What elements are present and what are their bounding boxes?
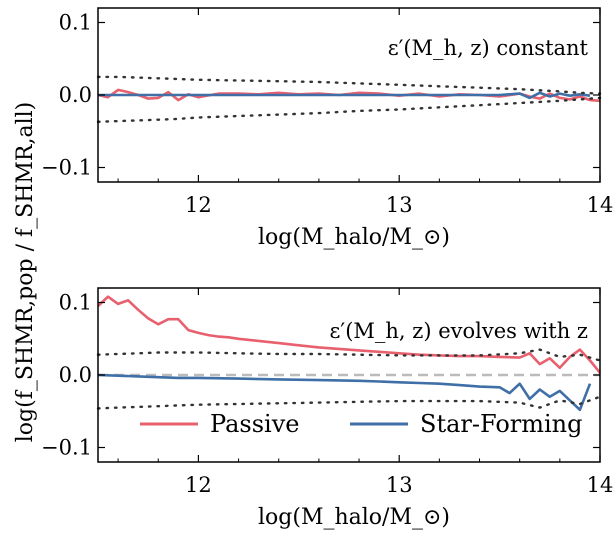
panel-annotation: ε′(M_h, z) constant bbox=[388, 36, 589, 60]
x-tick-label: 13 bbox=[386, 473, 413, 497]
x-tick-label: 12 bbox=[185, 193, 212, 217]
x-tick-label: 12 bbox=[185, 473, 212, 497]
y-tick-label: −0.1 bbox=[41, 156, 92, 180]
y-tick-label: −0.1 bbox=[41, 436, 92, 460]
legend: Passive Star-Forming bbox=[140, 410, 583, 438]
panel-2: 12 13 14 −0.1 0.0 0.1 log(M_halo/M_⊙) ε′(M_h, z… bbox=[41, 287, 614, 530]
series-lower-scatter-line bbox=[96, 395, 602, 410]
panels: 12 13 14 −0.1 0.0 0.1 log(M_halo/M_⊙) ε′(M_h, z… bbox=[41, 7, 614, 530]
legend-label: Passive bbox=[210, 410, 299, 438]
series-star-forming-line bbox=[97, 373, 592, 412]
x-axis-label: log(M_halo/M_⊙) bbox=[258, 225, 450, 250]
x-tick-label: 14 bbox=[587, 193, 614, 217]
series-lower-scatter-line bbox=[96, 96, 602, 124]
legend-label: Star-Forming bbox=[420, 410, 583, 438]
y-tick-label: 0.0 bbox=[59, 83, 92, 107]
series-passive-line bbox=[97, 295, 602, 374]
series-upper-scatter-line bbox=[96, 75, 602, 95]
y-tick-label: 0.0 bbox=[59, 363, 92, 387]
x-tick-label: 13 bbox=[386, 193, 413, 217]
panel-annotation: ε′(M_h, z) evolves with z bbox=[330, 319, 588, 343]
y-axis-label: log(f_SHMR,pop / f_SHMR,all) bbox=[13, 102, 38, 443]
x-axis-label: log(M_halo/M_⊙) bbox=[258, 505, 450, 530]
x-tick-label: 14 bbox=[587, 473, 614, 497]
y-tick-label: 0.1 bbox=[59, 291, 92, 315]
series-star-forming-line bbox=[98, 91, 591, 100]
y-tick-label: 0.1 bbox=[59, 11, 92, 35]
panel-1: 12 13 14 −0.1 0.0 0.1 log(M_halo/M_⊙) ε′(M_h, z… bbox=[41, 7, 614, 250]
